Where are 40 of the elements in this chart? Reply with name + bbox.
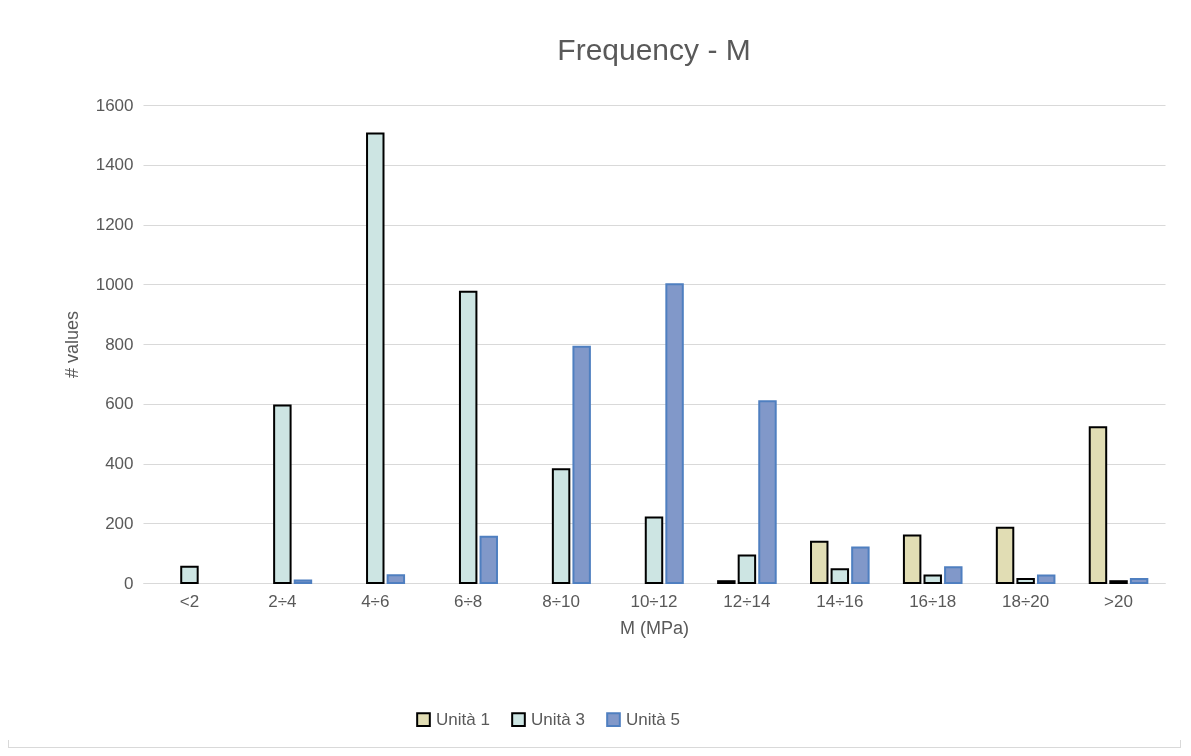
legend-label: Unità 1 [436,709,490,729]
bar [851,546,870,584]
y-tick-label: 800 [105,334,134,354]
bar [572,345,591,584]
bar [1036,574,1056,584]
x-tick-label: 4÷6 [361,591,390,611]
bar [1088,426,1108,584]
legend-label: Unità 5 [626,709,680,729]
bar [479,535,498,584]
bar [293,579,313,584]
x-tick-label: 6÷8 [454,591,483,611]
y-tick-label: 400 [105,454,134,473]
bar [386,574,406,584]
bar [995,526,1015,584]
bar [902,534,922,584]
legend-label: Unità 3 [531,709,585,729]
bar [758,400,777,584]
bar [810,540,829,584]
y-tick-label: 200 [105,513,134,533]
x-axis-title: M (MPa) [620,617,689,638]
y-tick-label: 1000 [95,274,134,294]
x-tick-label: 18÷20 [1002,591,1050,611]
bar [665,283,684,584]
x-tick-label: 2÷4 [268,591,297,611]
x-tick-label: 12÷14 [723,591,771,611]
y-tick-label: 1200 [95,215,134,234]
y-tick-label: 1600 [95,95,134,115]
chart-title: Frequency - M [557,33,751,66]
y-tick-label: 600 [105,394,134,414]
x-tick-label: 16÷18 [909,591,957,611]
x-tick-label: 10÷12 [630,591,678,611]
bar [944,566,963,584]
bar [1129,578,1149,584]
x-tick-label: 8÷10 [542,591,580,611]
y-tick-label: 0 [124,573,134,593]
x-tick-label: 14÷16 [816,591,864,611]
y-tick-label: 1400 [95,155,134,175]
x-tick-label: >20 [1104,591,1133,611]
y-axis-title: # values [61,310,82,379]
x-tick-label: <2 [179,591,200,611]
